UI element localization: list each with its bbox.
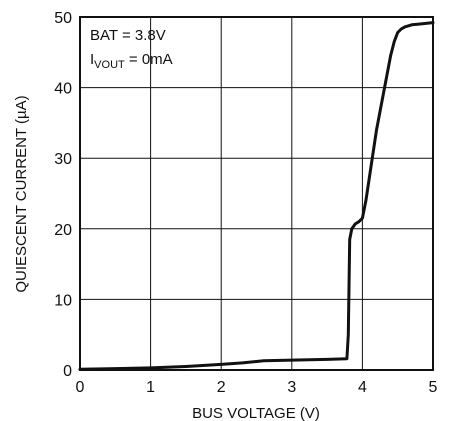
x-tick-label: 2 <box>217 379 226 396</box>
y-axis-label: QUIESCENT CURRENT (µA) <box>13 95 30 292</box>
annotation-ivout-rest: = 0mA <box>125 51 173 68</box>
plot-frame <box>79 16 434 371</box>
y-tick-labels: 0 10 20 30 40 50 <box>54 10 72 380</box>
y-tick-label: 10 <box>54 292 72 309</box>
annotation-bat: BAT = 3.8V <box>90 27 166 44</box>
x-axis-label: BUS VOLTAGE (V) <box>192 405 320 421</box>
annotation-ivout-sub: VOUT <box>94 59 125 71</box>
x-tick-label: 3 <box>287 379 296 396</box>
y-tick-label: 40 <box>54 81 72 98</box>
x-tick-label: 5 <box>429 379 438 396</box>
x-tick-label: 4 <box>358 379 367 396</box>
x-tick-labels: 0 1 2 3 4 5 <box>76 379 438 396</box>
annotation-ivout-main: I <box>90 51 94 68</box>
x-tick-label: 1 <box>146 379 155 396</box>
y-tick-label: 50 <box>54 10 72 27</box>
annotation-ivout: IVOUT = 0mA <box>90 51 173 71</box>
y-tick-label: 20 <box>54 222 72 239</box>
y-tick-label: 30 <box>54 151 72 168</box>
series-line <box>78 21 435 371</box>
y-tick-label: 0 <box>63 363 72 380</box>
grid-lines <box>80 17 433 370</box>
x-tick-label: 0 <box>76 379 85 396</box>
